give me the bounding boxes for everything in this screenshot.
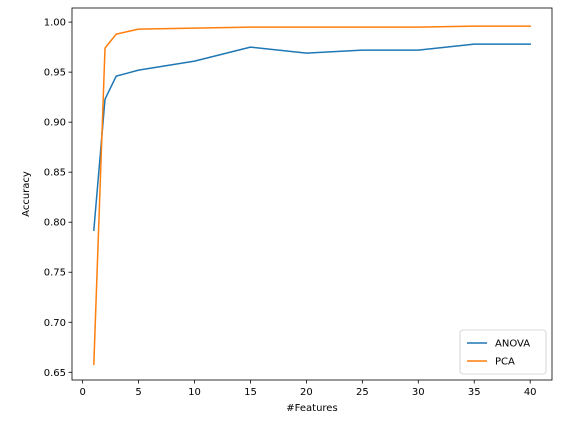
series-line-pca (93, 25, 531, 366)
series-layer (93, 25, 531, 366)
series-line-anova (93, 43, 531, 232)
x-tick-label: 25 (356, 387, 369, 398)
y-axis-ticks: 0.65 0.70 0.75 0.80 0.85 0.90 0.95 1.00 (44, 18, 72, 379)
y-tick-label: 0.80 (44, 218, 66, 229)
x-tick-label: 20 (300, 387, 313, 398)
y-tick-label: 1.00 (44, 18, 66, 29)
y-tick-label: 0.95 (44, 68, 66, 79)
y-tick-label: 0.65 (44, 368, 66, 379)
plot-frame (71, 7, 553, 381)
legend-label-anova: ANOVA (495, 339, 530, 350)
y-axis-label: Accuracy (21, 171, 32, 217)
x-tick-label: 30 (412, 387, 425, 398)
x-tick-label: 0 (79, 387, 85, 398)
legend-label-pca: PCA (495, 357, 515, 368)
y-tick-label: 0.70 (44, 318, 66, 329)
x-tick-label: 10 (188, 387, 201, 398)
legend: ANOVA PCA (459, 329, 547, 375)
x-axis-ticks: 0 5 10 15 20 25 30 35 40 (79, 380, 537, 398)
x-tick-label: 35 (468, 387, 481, 398)
x-axis-label: #Features (286, 403, 337, 414)
x-tick-label: 5 (135, 387, 141, 398)
y-tick-label: 0.75 (44, 268, 66, 279)
y-tick-label: 0.85 (44, 168, 66, 179)
x-tick-label: 40 (524, 387, 537, 398)
legend-box (459, 329, 547, 375)
x-tick-label: 15 (244, 387, 257, 398)
y-tick-label: 0.90 (44, 118, 66, 129)
